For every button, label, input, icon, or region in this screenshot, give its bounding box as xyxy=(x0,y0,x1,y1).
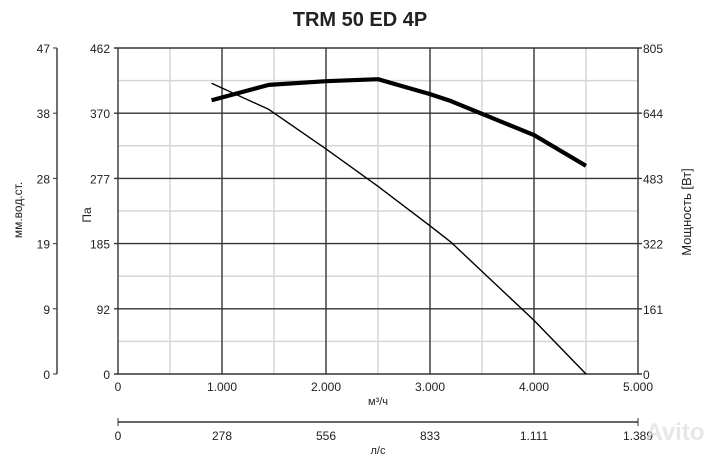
pressure-curve xyxy=(212,83,586,374)
x2-tick-label: 556 xyxy=(316,429,336,443)
x2-tick-label: 278 xyxy=(212,429,232,443)
mm-tick-label: 9 xyxy=(43,303,50,317)
power-tick-label: 322 xyxy=(643,238,663,252)
y-axis-label-power: Мощность [Вт] xyxy=(679,168,694,256)
pa-tick-label: 370 xyxy=(90,107,110,121)
x-tick-label: 0 xyxy=(115,380,122,394)
pa-tick-label: 92 xyxy=(97,303,111,317)
y-axis-label-pa: Па xyxy=(80,207,94,223)
power-tick-label: 161 xyxy=(643,303,663,317)
pa-tick-label: 185 xyxy=(90,238,110,252)
power-tick-label: 483 xyxy=(643,172,663,186)
mm-tick-label: 28 xyxy=(37,172,51,186)
x-tick-label: 1.000 xyxy=(207,380,237,394)
pa-tick-label: 462 xyxy=(90,42,110,56)
mm-tick-label: 47 xyxy=(37,42,51,56)
mm-tick-label: 0 xyxy=(43,368,50,382)
power-tick-label: 805 xyxy=(643,42,663,56)
pa-tick-label: 0 xyxy=(103,368,110,382)
pa-tick-label: 277 xyxy=(90,172,110,186)
power-tick-label: 644 xyxy=(643,107,663,121)
x2-tick-label: 1.111 xyxy=(520,429,549,443)
watermark: Avito xyxy=(645,419,704,446)
x-axis-label: м³/ч xyxy=(368,396,388,408)
x-tick-label: 4.000 xyxy=(519,380,549,394)
x2-tick-label: 0 xyxy=(115,429,122,443)
power-curve xyxy=(212,79,586,166)
x-tick-label: 3.000 xyxy=(415,380,445,394)
x2-axis-label: л/с xyxy=(371,445,386,457)
x2-tick-label: 833 xyxy=(420,429,440,443)
y-axis-label-mm: мм.вод.ст. xyxy=(11,182,25,238)
mm-tick-label: 38 xyxy=(37,107,51,121)
x-tick-label: 5.000 xyxy=(623,380,653,394)
chart-title: TRM 50 ED 4P xyxy=(293,9,427,31)
mm-tick-label: 19 xyxy=(37,238,51,252)
x-tick-label: 2.000 xyxy=(311,380,341,394)
